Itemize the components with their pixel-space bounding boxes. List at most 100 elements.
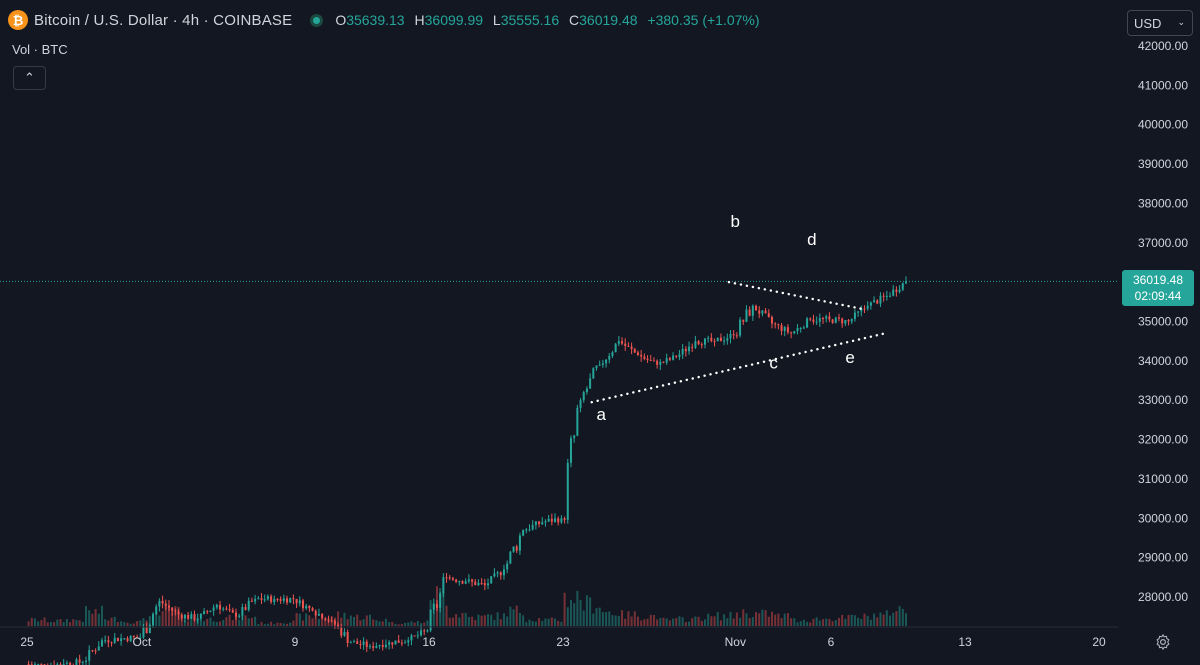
candle-body <box>723 340 726 342</box>
volume-bar <box>703 619 706 626</box>
candle-body <box>585 388 588 393</box>
volume-bar <box>219 621 222 626</box>
candle-body <box>668 358 671 360</box>
candle-body <box>353 641 356 643</box>
candle-body <box>231 610 234 613</box>
candle-body <box>825 316 828 319</box>
candle-body <box>477 582 480 586</box>
candle-body <box>777 324 780 326</box>
volume-bar <box>735 612 738 626</box>
open-value: 35639.13 <box>346 12 405 28</box>
collapse-button[interactable]: ⌃ <box>13 66 46 90</box>
volume-bar <box>199 619 202 626</box>
candle-body <box>656 360 659 365</box>
candle-body <box>822 318 825 320</box>
volume-bar <box>483 615 486 626</box>
volume-bar <box>471 616 474 626</box>
candle-body <box>340 626 343 636</box>
candle-body <box>518 535 521 551</box>
volume-bar <box>589 597 592 626</box>
currency-select[interactable]: USD ⌄ <box>1127 10 1193 36</box>
volume-bar <box>97 613 100 626</box>
volume-bar <box>308 615 311 626</box>
volume-bar <box>490 614 493 626</box>
volume-bar <box>649 614 652 626</box>
volume-bar <box>898 606 901 626</box>
market-status-icon[interactable] <box>310 13 324 27</box>
candle-body <box>142 627 145 638</box>
wave-label-d: d <box>807 230 816 249</box>
volume-bar <box>719 620 722 626</box>
volume-bar <box>295 612 298 626</box>
candle-body <box>770 316 773 324</box>
candle-body <box>895 289 898 292</box>
volume-bar <box>75 620 78 626</box>
volume-bar <box>445 605 448 626</box>
volume-bar <box>758 613 761 626</box>
volume-bar <box>362 619 365 626</box>
volume-bar <box>91 613 94 626</box>
price-tick-label: 38000.00 <box>1138 196 1188 210</box>
volume-bar <box>413 622 416 626</box>
candle-body <box>311 608 314 611</box>
price-axis[interactable]: 28000.00 29000.00 30000.00 31000.00 32000.00… <box>1138 39 1188 604</box>
volume-bar <box>793 618 796 626</box>
candle-body <box>174 610 177 612</box>
candle-body <box>624 343 627 346</box>
volume-bar <box>263 624 266 626</box>
volume-bar <box>822 619 825 626</box>
candle-body <box>145 627 148 634</box>
volume-bar <box>499 619 502 626</box>
candle-body <box>183 614 186 619</box>
volume-bar <box>81 621 84 626</box>
candle-body <box>126 638 129 642</box>
time-axis[interactable]: 25 Oct 9 16 23 Nov 6 13 20 <box>20 635 1106 649</box>
candle-body <box>652 360 655 362</box>
candle-body <box>550 518 553 522</box>
volume-bar <box>321 619 324 626</box>
volume-bar <box>404 623 407 626</box>
volume-label[interactable]: Vol · BTC <box>12 42 68 57</box>
candle-body <box>678 354 681 357</box>
candle-body <box>228 609 231 611</box>
volume-bar <box>726 618 729 626</box>
candle-body <box>346 632 349 643</box>
high-label: H <box>414 12 425 28</box>
volume-bar <box>298 613 301 626</box>
candle-body <box>388 642 391 645</box>
candle-body <box>279 599 282 601</box>
candle-body <box>250 600 253 602</box>
volume-bar <box>279 623 282 626</box>
candle-body <box>247 600 250 610</box>
volume-bar <box>314 617 317 626</box>
candle-body <box>467 579 470 582</box>
volume-bar <box>238 619 241 626</box>
candle-body <box>244 607 247 610</box>
candle-body <box>502 569 505 576</box>
symbol-title[interactable]: Bitcoin / U.S. Dollar · 4h · COINBASE <box>34 11 293 29</box>
candle-body <box>273 598 276 603</box>
volume-bar <box>563 592 566 626</box>
volume-bar <box>461 613 464 626</box>
time-tick-label: 13 <box>958 635 972 649</box>
candle-body <box>241 607 244 616</box>
volume-bar <box>627 611 630 626</box>
volume-bar <box>723 614 726 626</box>
candle-body <box>471 579 474 582</box>
volume-bar <box>493 619 496 626</box>
candle-body <box>716 337 719 342</box>
volume-bar <box>148 616 151 626</box>
candle-body <box>509 551 512 564</box>
candle-body <box>490 576 493 584</box>
volume-bar <box>72 619 75 626</box>
volume-bar <box>825 618 828 626</box>
candle-body <box>349 642 352 644</box>
volume-bar <box>353 617 356 626</box>
volume-bar <box>863 613 866 626</box>
volume-bar <box>901 608 904 626</box>
gear-icon[interactable] <box>1153 632 1173 652</box>
volume-bar <box>885 610 888 626</box>
candle-body <box>538 521 541 525</box>
candle-body <box>783 327 786 331</box>
